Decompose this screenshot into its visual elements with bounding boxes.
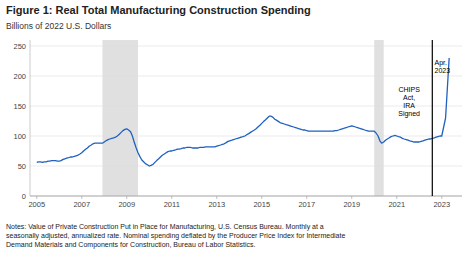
notes: Notes: Value of Private Construction Put…	[6, 223, 345, 249]
y-tick-label: 50	[18, 162, 26, 171]
annotation: Apr.2023	[435, 59, 451, 74]
x-tick	[126, 196, 127, 199]
x-tick-label: 2009	[118, 200, 135, 209]
y-tick-label: 150	[13, 102, 26, 111]
y-tick-label: 200	[13, 72, 26, 81]
title: Figure 1: Real Total Manufacturing Const…	[6, 4, 311, 16]
annotation: CHIPSAct,IRASigned	[398, 86, 420, 118]
y-axis-line	[30, 40, 31, 196]
x-tick	[351, 196, 352, 199]
grid-line	[30, 46, 462, 47]
x-tick-label: 2021	[388, 200, 405, 209]
x-axis-line	[30, 196, 462, 197]
x-tick	[216, 196, 217, 199]
y-tick-label: 0	[22, 192, 26, 201]
y-tick-label: 250	[13, 42, 26, 51]
x-tick	[81, 196, 82, 199]
recession-band	[374, 40, 383, 196]
x-tick	[306, 196, 307, 199]
series-line	[37, 58, 449, 166]
grid-line	[30, 106, 462, 107]
x-tick-label: 2011	[164, 200, 180, 209]
recession-band	[102, 40, 138, 196]
recession-bands	[102, 40, 383, 196]
x-tick-label: 2005	[28, 200, 45, 209]
chart: Figure 1: Real Total Manufacturing Const…	[0, 0, 474, 278]
x-tick	[396, 196, 397, 199]
x-tick	[36, 196, 37, 199]
x-tick-label: 2017	[298, 200, 315, 209]
plot-area	[37, 40, 449, 196]
event-line	[432, 40, 433, 196]
x-tick-label: 2019	[343, 200, 360, 209]
x-tick-label: 2007	[73, 200, 90, 209]
x-tick	[171, 196, 172, 199]
grid-line	[30, 196, 462, 197]
y-axis-label: Billions of 2022 U.S. Dollars	[6, 21, 111, 31]
x-tick-label: 2013	[208, 200, 225, 209]
grid-line	[30, 76, 462, 77]
x-tick	[261, 196, 262, 199]
x-tick-label: 2015	[253, 200, 270, 209]
y-tick-label: 100	[13, 132, 26, 141]
x-tick-label: 2023	[433, 200, 450, 209]
grid-line	[30, 166, 462, 167]
x-tick	[441, 196, 442, 199]
